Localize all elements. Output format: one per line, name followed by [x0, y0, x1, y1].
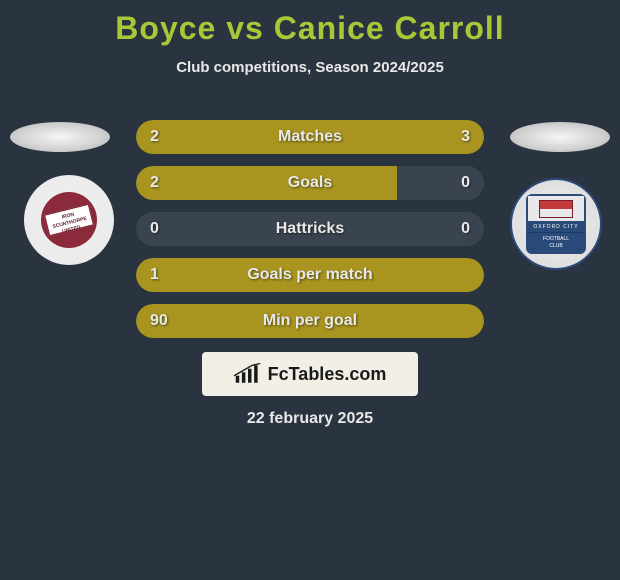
bar-label: Hattricks — [136, 212, 484, 246]
stat-bar-row: 90Min per goal — [136, 304, 484, 338]
club-logo-left: IRONSCUNTHORPE UNITED — [24, 175, 114, 265]
comparison-date: 22 february 2025 — [0, 410, 620, 428]
bar-label: Goals per match — [136, 258, 484, 292]
player-photo-left — [10, 122, 110, 152]
stat-bar-row: 00Hattricks — [136, 212, 484, 246]
stat-bar-row: 23Matches — [136, 120, 484, 154]
stat-bars: 23Matches 20Goals 00Hattricks 1Goals per ma… — [136, 120, 484, 350]
bar-label: Goals — [136, 166, 484, 200]
stat-bar-row: 20Goals — [136, 166, 484, 200]
oxford-city-crest-icon: OXFORD CITY FOOTBALLCLUB — [526, 194, 586, 254]
comparison-title: Boyce vs Canice Carroll — [0, 0, 620, 47]
branding-text: FcTables.com — [268, 364, 387, 385]
scunthorpe-crest-icon: IRONSCUNTHORPE UNITED — [41, 192, 97, 248]
stat-bar-row: 1Goals per match — [136, 258, 484, 292]
bar-label: Matches — [136, 120, 484, 154]
comparison-subtitle: Club competitions, Season 2024/2025 — [0, 59, 620, 76]
bar-label: Min per goal — [136, 304, 484, 338]
club-logo-right: OXFORD CITY FOOTBALLCLUB — [510, 178, 602, 270]
branding-badge: FcTables.com — [202, 352, 418, 396]
player-photo-right — [510, 122, 610, 152]
bar-chart-icon — [234, 363, 262, 385]
